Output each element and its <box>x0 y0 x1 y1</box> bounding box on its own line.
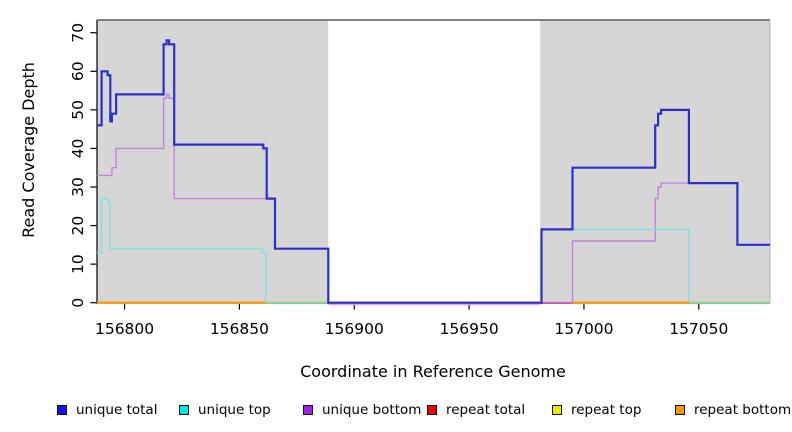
x-tick-label: 157050 <box>669 320 728 338</box>
x-tick-label: 156800 <box>95 320 154 338</box>
legend-swatch-icon <box>303 405 313 415</box>
y-tick-label: 50 <box>69 100 87 120</box>
y-tick-label: 10 <box>69 254 87 274</box>
x-tick-label: 157000 <box>554 320 613 338</box>
x-tick-label: 156900 <box>325 320 384 338</box>
y-tick-label: 30 <box>69 177 87 197</box>
y-tick-label: 20 <box>69 216 87 236</box>
y-tick-label: 60 <box>69 61 87 81</box>
shaded-region-left <box>97 20 329 303</box>
legend-swatch-icon <box>179 405 189 415</box>
legend-item-unique-top: unique top <box>179 401 271 419</box>
legend-label: unique top <box>198 402 271 418</box>
y-tick-label: 70 <box>69 23 87 43</box>
legend: unique total unique top unique bottom repea… <box>0 401 792 423</box>
legend-label: repeat top <box>571 402 642 418</box>
y-axis-title: Read Coverage Depth <box>19 62 38 238</box>
legend-item-unique-total: unique total <box>57 401 157 419</box>
legend-swatch-icon <box>552 405 562 415</box>
legend-swatch-icon <box>57 405 67 415</box>
legend-item-repeat-bottom: repeat bottom <box>675 401 791 419</box>
coverage-plot-svg: 156800 156850 156900 156950 157000 157050 0 10 2… <box>19 19 771 381</box>
x-tick-label: 156850 <box>210 320 269 338</box>
y-tick-label: 40 <box>69 139 87 159</box>
legend-item-unique-bottom: unique bottom <box>303 401 421 419</box>
legend-item-repeat-total: repeat total <box>427 401 525 419</box>
legend-label: repeat total <box>446 402 526 418</box>
y-tick-label: 0 <box>69 298 87 308</box>
series-unique-top <box>97 197 770 304</box>
series-unique-total <box>97 39 770 304</box>
x-axis-title: Coordinate in Reference Genome <box>300 362 566 381</box>
legend-label: unique total <box>76 402 158 418</box>
legend-swatch-icon <box>675 405 685 415</box>
legend-item-repeat-top: repeat top <box>552 401 641 419</box>
legend-label: repeat bottom <box>694 402 792 418</box>
x-tick-label: 156950 <box>440 320 499 338</box>
legend-label: unique bottom <box>322 402 422 418</box>
legend-swatch-icon <box>427 405 437 415</box>
